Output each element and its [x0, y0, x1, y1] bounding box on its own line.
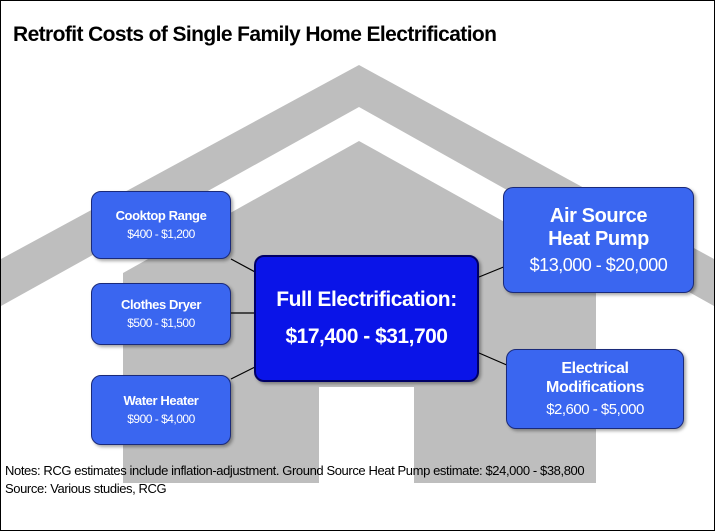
box-range: $2,600 - $5,000: [546, 400, 644, 418]
box-range: $900 - $4,000: [127, 412, 195, 427]
center-range: $17,400 - $31,700: [285, 324, 448, 348]
box-title: Clothes Dryer: [120, 296, 202, 312]
box-title: Electrical: [561, 360, 629, 378]
cost-box: Water Heater $900 - $4,000: [91, 375, 231, 445]
center-box: Full Electrification: $17,400 - $31,700: [254, 255, 479, 382]
box-range: $400 - $1,200: [127, 227, 195, 242]
box-range: $500 - $1,500: [127, 316, 195, 331]
cost-box: Electrical Modifications $2,600 - $5,000: [506, 349, 684, 429]
notes: Notes: RCG estimates include inflation-a…: [5, 463, 585, 478]
center-label: Full Electrification:: [276, 288, 457, 312]
box-title: Air Source: [549, 204, 648, 227]
box-title: Heat Pump: [548, 227, 649, 250]
cost-box: Clothes Dryer $500 - $1,500: [91, 283, 231, 345]
cost-box: Cooktop Range $400 - $1,200: [91, 191, 231, 259]
title: Retrofit Costs of Single Family Home Ele…: [13, 23, 497, 46]
connector: [478, 265, 507, 278]
cost-box: Air Source Heat Pump $13,000 - $20,000: [503, 187, 694, 293]
connector: [230, 365, 258, 380]
roof-outer: [1, 65, 714, 306]
connector: [478, 352, 510, 367]
box-title: Water Heater: [123, 392, 199, 408]
connectors: [230, 258, 510, 380]
box-title: Cooktop Range: [115, 207, 207, 223]
box-title: Modifications: [546, 378, 644, 396]
box-range: $13,000 - $20,000: [529, 254, 668, 275]
connector: [230, 258, 258, 274]
source: Source: Various studies, RCG: [5, 481, 167, 496]
